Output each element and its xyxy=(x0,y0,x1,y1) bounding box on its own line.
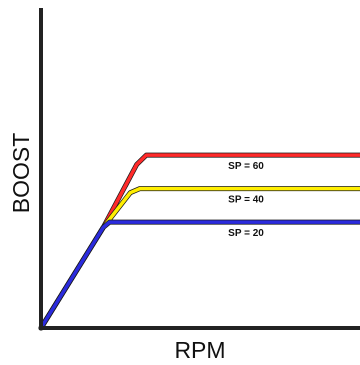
x-axis-title: RPM xyxy=(174,337,225,363)
series-line-sp-40 xyxy=(39,186,360,330)
series-outline-sp-40 xyxy=(38,186,360,331)
series-outline-sp-20 xyxy=(38,219,360,331)
series-line-sp-60 xyxy=(39,153,360,330)
series-label-sp-20: SP = 20 xyxy=(228,228,264,239)
label-layer: SP = 60 SP = 40 SP = 20 xyxy=(228,161,264,239)
series-label-sp-60: SP = 60 xyxy=(228,161,264,172)
series-outline-sp-60 xyxy=(38,152,360,331)
series-line-sp-20 xyxy=(39,220,360,330)
y-axis-title: BOOST xyxy=(8,133,34,214)
series-label-sp-40: SP = 40 xyxy=(228,195,264,206)
series-layer xyxy=(38,152,360,331)
